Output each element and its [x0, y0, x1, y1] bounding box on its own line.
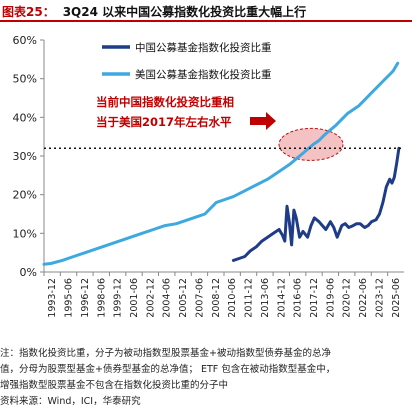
x-tick-label: 2017-12: [309, 278, 320, 318]
x-tick-label: 2008-12: [211, 278, 222, 318]
note-line-3: 增强指数型股票基金不包含在指数化投资比重的分子中: [0, 380, 229, 391]
x-tick-label: 1995-06: [64, 278, 75, 318]
y-tick-label: 0%: [20, 266, 37, 279]
y-tick-label: 20%: [13, 189, 37, 202]
y-tick-label: 40%: [13, 111, 37, 124]
annotation-arrow-icon: [250, 112, 276, 130]
x-tick-label: 2010-06: [227, 278, 238, 318]
footnotes: 注：指数化投资比重，分子为被动指数型股票基金+被动指数型债券基金的总净 值，分母…: [0, 346, 408, 410]
note-line-1: 注：指数化投资比重，分子为被动指数型股票基金+被动指数型债券基金的总净: [0, 348, 331, 359]
x-tick-label: 2007-06: [194, 278, 205, 318]
us-index-share-line: [42, 61, 400, 266]
x-tick-label: 2023-12: [374, 278, 385, 318]
x-tick-label: 1998-06: [96, 278, 107, 318]
y-tick-label: 60%: [13, 34, 37, 47]
annotation-line-1: 当前中国指数化投资比重相: [96, 95, 234, 109]
chart-axes: 0% 10% 20% 30% 40% 50% 60% 1993-12 1995-06 1996-1…: [13, 34, 404, 318]
figure-label: 图表25：: [2, 4, 55, 19]
x-tick-label: 2005-12: [178, 278, 189, 318]
x-tick-label: 1993-12: [47, 278, 58, 318]
y-tick-label: 30%: [13, 150, 37, 163]
figure-header: 图表25： 3Q24 以来中国公募指数化投资比重大幅上行: [0, 0, 412, 22]
y-tick-label: 50%: [13, 73, 37, 86]
annotation: 当前中国指数化投资比重相 当于美国2017年左右水平: [96, 95, 276, 130]
annotation-line-2: 当于美国2017年左右水平: [96, 115, 232, 129]
x-tick-label: 2016-06: [293, 278, 304, 318]
x-tick-label: 2001-06: [129, 278, 140, 318]
x-tick-label: 2022-06: [358, 278, 369, 318]
x-tick-label: 2014-12: [276, 278, 287, 318]
legend: 中国公募基金指数化投资比重 美国公募基金指数化投资比重: [102, 41, 272, 81]
header-divider: [0, 20, 412, 22]
legend-us-label: 美国公募基金指数化投资比重: [135, 68, 272, 81]
source-line: 资料来源：Wind，ICI，华泰研究: [0, 396, 141, 407]
x-tick-label: 2019-06: [325, 278, 336, 318]
y-tick-label: 10%: [13, 227, 37, 240]
x-tick-label: 2025-06: [391, 278, 402, 318]
legend-china-label: 中国公募基金指数化投资比重: [135, 41, 272, 54]
x-tick-label: 2002-12: [145, 278, 156, 318]
line-chart: 0% 10% 20% 30% 40% 50% 60% 1993-12 1995-06 1996-1…: [13, 34, 404, 318]
x-tick-label: 1996-12: [80, 278, 91, 318]
note-line-2: 值，分母为股票型基金+债券型基金的总净值； ETF 包含在被动指数型基金中，: [0, 364, 336, 375]
x-tick-label: 2013-06: [260, 278, 271, 318]
x-tick-label: 2004-06: [162, 278, 173, 318]
china-index-share-line: [231, 146, 401, 262]
x-tick-label: 2020-12: [342, 278, 353, 318]
x-tick-label: 1999-12: [113, 278, 124, 318]
chart-title: 3Q24 以来中国公募指数化投资比重大幅上行: [62, 4, 307, 19]
series-layer: [42, 61, 402, 266]
x-tick-label: 2011-12: [244, 278, 255, 318]
